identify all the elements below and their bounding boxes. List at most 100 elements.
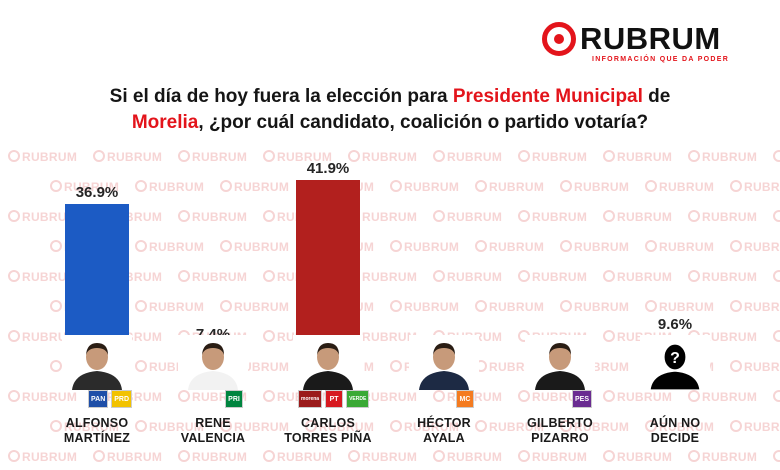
watermark-text: RUBRUM: [560, 180, 629, 194]
watermark-text: RUBRUM: [603, 270, 672, 284]
category-label-line2: DECIDE: [650, 431, 700, 445]
watermark-text: RUBRUM: [8, 450, 77, 464]
candidate-photo: [293, 335, 363, 390]
watermark-text: RUBRUM: [220, 300, 289, 314]
data-label: 9.6%: [657, 315, 693, 333]
watermark-text: RUBRUM: [688, 390, 757, 404]
party-logos: PRI: [225, 390, 243, 408]
category-label-line2: AYALA: [423, 431, 465, 445]
watermark-text: RUBRUM: [178, 210, 247, 224]
watermark-text: RUBRUM: [178, 450, 247, 464]
watermark-text: RUBRUM: [518, 210, 587, 224]
pri-logo: PRI: [225, 390, 243, 408]
watermark-text: RUBRUM: [688, 210, 757, 224]
watermark-text: RUBRUM: [8, 210, 77, 224]
candidate-photo: [525, 335, 595, 390]
rubrum-logo: RUBRUM INFORMACIÓN QUE DA PODER: [542, 22, 742, 66]
watermark-text: RUBRUM: [348, 150, 417, 164]
title-highlight-office: Presidente Municipal: [452, 86, 643, 107]
mc-logo: MC: [456, 390, 474, 408]
pes-logo: PES: [572, 390, 593, 408]
category-label-line1: HÉCTOR: [417, 416, 471, 430]
watermark-text: RUBRUM: [220, 420, 289, 434]
candidate-photo: [178, 335, 248, 390]
watermark-text: RUBRUM: [390, 180, 459, 194]
watermark-text: RUBRUM: [688, 270, 757, 284]
watermark-text: RUBRUM: [50, 180, 119, 194]
watermark-text: RUBRUM: [348, 390, 417, 404]
watermark-text: RUBRUM: [178, 270, 247, 284]
category-label-line1: GILBERTO: [527, 416, 593, 430]
data-label: 36.9%: [75, 184, 119, 202]
title-text-2: de: [642, 86, 671, 107]
party-logos: MC: [456, 390, 474, 408]
prd-logo: PRD: [111, 390, 133, 408]
category-label: ALFONSO MARTÍNEZ: [42, 416, 152, 446]
category-label: RENE VALENCIA: [158, 416, 268, 446]
watermark-text: RUBRUM: [263, 450, 332, 464]
title-text-1: Si el día de hoy fuera la elección para: [109, 86, 453, 107]
watermark-text: RUBRUM: [433, 150, 502, 164]
watermark-text: RUBRUM: [688, 450, 757, 464]
watermark-text: RUBRUM: [433, 210, 502, 224]
pt-logo: PT: [325, 390, 344, 408]
morena-logo: morena: [298, 390, 323, 408]
watermark-text: RUBRUM: [305, 420, 374, 434]
watermark-text: RUBRUM: [645, 180, 714, 194]
svg-text:?: ?: [670, 350, 680, 367]
watermark-text: RUBRUM: [645, 240, 714, 254]
watermark-text: RUBRUM: [518, 150, 587, 164]
party-logos: PES: [572, 390, 593, 408]
category-label-line2: MARTÍNEZ: [63, 431, 131, 445]
logo-tagline: INFORMACIÓN QUE DA PODER: [592, 56, 730, 63]
watermark-text: RUBRUM: [348, 270, 417, 284]
watermark-text: RUBRUM: [390, 420, 459, 434]
watermark-text: RUBRUM: [433, 450, 502, 464]
watermark-text: RUBRUM: [560, 420, 629, 434]
logo-wordmark: RUBRUM: [580, 21, 721, 56]
category-label: GILBERTO PIZARRO: [505, 416, 615, 446]
category-label-line2: PIZARRO: [531, 431, 589, 445]
rubrum-logo-icon: [542, 22, 576, 56]
watermark-text: RUBRUM: [688, 150, 757, 164]
watermark-text: RUBRUM: [390, 240, 459, 254]
party-logos: morena PT VERDE: [298, 390, 370, 408]
category-label-line2: VALENCIA: [180, 431, 246, 445]
watermark-text: RUBRUM: [390, 300, 459, 314]
pan-logo: PAN: [88, 390, 109, 408]
title-highlight-city: Morelia: [131, 112, 199, 133]
watermark-text: RUBRUM: [730, 360, 780, 374]
watermark-text: RUBRUM: [475, 300, 544, 314]
watermark-text: RUBRUM: [8, 150, 77, 164]
category-label-line1: AÚN NO: [649, 416, 701, 430]
watermark-text: RUBRUM: [178, 150, 247, 164]
verde-logo: VERDE: [346, 390, 370, 408]
watermark-text: RUBRUM: [348, 210, 417, 224]
watermark-text: RUBRUM: [603, 150, 672, 164]
watermark-text: RUBRUM: [263, 150, 332, 164]
party-logos: PAN PRD: [88, 390, 133, 408]
watermark-text: RUBRUM: [603, 390, 672, 404]
watermark-text: RUBRUM: [135, 300, 204, 314]
category-label: AÚN NO DECIDE: [620, 416, 730, 446]
watermark-text: RUBRUM: [645, 420, 714, 434]
watermark-text: RUBRUM: [348, 330, 417, 344]
watermark-text: RUBRUM: [560, 240, 629, 254]
watermark-text: RUBRUM: [603, 450, 672, 464]
candidate-photo: [62, 335, 132, 390]
watermark-text: RUBRUM: [603, 210, 672, 224]
watermark-text: RUBRUM: [475, 240, 544, 254]
watermark-text: RUBRUM: [645, 300, 714, 314]
undecided-silhouette-icon: ?: [640, 335, 710, 390]
watermark-text: RUBRUM: [8, 270, 77, 284]
watermark-text: RUBRUM: [730, 180, 780, 194]
category-label-line1: CARLOS: [301, 416, 355, 430]
watermark-text: RUBRUM: [730, 420, 780, 434]
watermark-text: RUBRUM: [220, 180, 289, 194]
watermark-text: RUBRUM: [730, 300, 780, 314]
watermark-text: RUBRUM: [220, 240, 289, 254]
title-text-3: , ¿por cuál candidato, coalición o parti…: [198, 112, 649, 133]
watermark-text: RUBRUM: [135, 180, 204, 194]
category-label-line1: RENE: [195, 416, 231, 430]
category-label: HÉCTOR AYALA: [389, 416, 499, 446]
